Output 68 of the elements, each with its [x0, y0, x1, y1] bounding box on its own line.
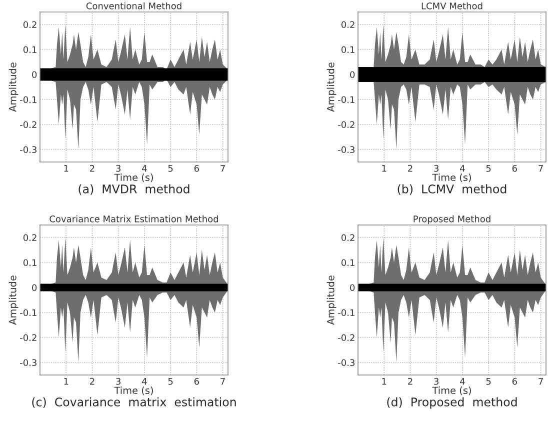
- x-tick-label: 4: [142, 165, 147, 172]
- x-tick-label: 6: [194, 378, 199, 385]
- y-tick-label: -0.1: [20, 309, 36, 316]
- x-tick-label: 5: [168, 165, 173, 172]
- y-tick-label: -0.1: [338, 96, 354, 104]
- x-tick-label: 2: [408, 164, 412, 172]
- x-tick-label: 3: [116, 164, 120, 172]
- chart-title: LCMV Method: [422, 2, 482, 10]
- x-tick-label: 1: [382, 165, 386, 172]
- y-tick-label: 0: [350, 284, 355, 292]
- y-axis-title: Amplitude: [8, 62, 18, 112]
- y-axis-title: Amplitude: [326, 62, 336, 112]
- x-axis-title: Time (s): [432, 174, 471, 182]
- x-tick-label: 5: [486, 165, 491, 172]
- y-tick-label: 0: [350, 71, 355, 78]
- text: (b) LCMV method: [398, 184, 506, 195]
- x-tick-label: 2: [408, 378, 412, 385]
- y-tick-label: -0.1: [20, 96, 36, 104]
- chart-title: Conventional Method: [86, 2, 182, 10]
- y-tick-label: -0.2: [20, 121, 36, 128]
- x-tick-label: 5: [168, 378, 173, 385]
- x-tick-label: 6: [512, 164, 517, 172]
- x-tick-label: 4: [460, 378, 465, 385]
- text: (c) Covariance matrix estimation: [32, 397, 236, 408]
- y-tick-label: -0.2: [20, 334, 36, 342]
- x-tick-label: 2: [90, 164, 94, 172]
- x-tick-label: 6: [194, 164, 199, 172]
- text: (d) Proposed method: [387, 397, 517, 409]
- y-tick-label: 0.2: [341, 21, 354, 28]
- x-tick-label: 7: [220, 378, 225, 385]
- chart-title: Proposed Method: [414, 215, 490, 224]
- y-tick-label: -0.3: [20, 146, 36, 154]
- x-tick-label: 6: [512, 378, 517, 385]
- y-tick-label: -0.3: [338, 359, 354, 366]
- x-tick-label: 3: [434, 378, 438, 385]
- y-tick-label: -0.3: [20, 359, 36, 366]
- x-tick-label: 1: [64, 165, 68, 172]
- y-tick-label: 0.2: [23, 234, 36, 242]
- x-tick-label: 5: [486, 378, 491, 385]
- x-tick-label: 3: [116, 378, 120, 385]
- x-axis-title: Time (s): [114, 386, 153, 396]
- x-tick-label: 1: [382, 378, 386, 385]
- x-axis-title: Time (s): [432, 386, 471, 396]
- x-tick-label: 4: [460, 165, 465, 172]
- x-axis-title: Time (s): [114, 174, 153, 182]
- x-tick-label: 7: [220, 165, 225, 172]
- y-axis-title: Amplitude: [326, 276, 336, 325]
- y-tick-label: 0.2: [23, 21, 36, 28]
- x-tick-label: 1: [64, 378, 68, 385]
- y-tick-label: -0.1: [338, 309, 354, 316]
- y-tick-label: -0.3: [338, 146, 354, 154]
- y-tick-label: 0.1: [23, 259, 36, 266]
- y-tick-label: -0.2: [338, 121, 354, 128]
- y-tick-label: 0.2: [341, 234, 354, 242]
- y-tick-label: 0.1: [341, 46, 354, 54]
- x-tick-label: 7: [538, 165, 543, 172]
- y-tick-label: 0.1: [23, 46, 36, 54]
- y-tick-label: 0: [32, 71, 37, 78]
- chart-title: Covariance Matrix Estimation Method: [50, 215, 218, 222]
- x-tick-label: 3: [434, 164, 438, 172]
- y-tick-label: 0.1: [341, 259, 354, 266]
- y-axis-title: Amplitude: [8, 276, 18, 325]
- text: (a) MVDR method: [78, 184, 190, 195]
- y-tick-label: 0: [32, 284, 37, 292]
- y-tick-label: -0.2: [338, 334, 354, 342]
- x-tick-label: 4: [142, 378, 147, 385]
- x-tick-label: 7: [538, 378, 543, 385]
- x-tick-label: 2: [90, 378, 94, 385]
